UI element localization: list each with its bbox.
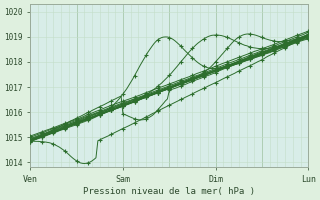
X-axis label: Pression niveau de la mer( hPa ): Pression niveau de la mer( hPa ): [83, 187, 255, 196]
